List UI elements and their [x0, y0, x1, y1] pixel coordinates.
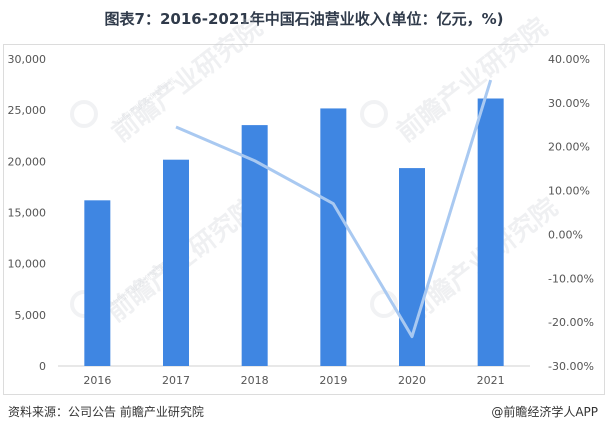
revenue-bar [163, 159, 189, 366]
y-left-tick-label: 0 [39, 360, 46, 373]
source-note: 资料来源：公司公告 前瞻产业研究院 [8, 405, 204, 419]
chart-frame [3, 44, 605, 395]
x-tick-label: 2018 [241, 374, 269, 387]
y-right-tick-label: -30.00% [548, 360, 594, 373]
x-tick-label: 2021 [477, 374, 505, 387]
x-tick-label: 2019 [319, 374, 347, 387]
brand-credit: @前瞻经济学人APP [491, 405, 598, 419]
y-right-tick-label: 40.00% [548, 53, 590, 66]
x-tick-label: 2016 [83, 374, 111, 387]
y-left-tick-label: 30,000 [8, 53, 47, 66]
y-left-tick-label: 5,000 [15, 309, 47, 322]
y-left-tick-label: 25,000 [8, 104, 47, 117]
y-right-tick-label: 0.00% [548, 228, 583, 241]
x-tick-label: 2017 [162, 374, 190, 387]
y-right-tick-label: -10.00% [548, 272, 594, 285]
y-right-tick-label: 20.00% [548, 141, 590, 154]
revenue-bar [477, 98, 504, 366]
y-left-tick-label: 20,000 [8, 155, 47, 168]
x-tick-label: 2020 [398, 374, 426, 387]
y-right-tick-label: 30.00% [548, 97, 590, 110]
growth-rate-line [175, 79, 493, 339]
y-right-tick-label: -20.00% [548, 316, 594, 329]
revenue-bar [84, 200, 111, 366]
y-left-tick-label: 15,000 [8, 207, 47, 220]
y-left-tick-label: 10,000 [8, 258, 47, 271]
y-right-tick-label: 10.00% [548, 185, 590, 198]
revenue-bar [320, 108, 347, 366]
chart-title: 图表7：2016-2021年中国石油营业收入(单位：亿元，%) [104, 10, 504, 28]
